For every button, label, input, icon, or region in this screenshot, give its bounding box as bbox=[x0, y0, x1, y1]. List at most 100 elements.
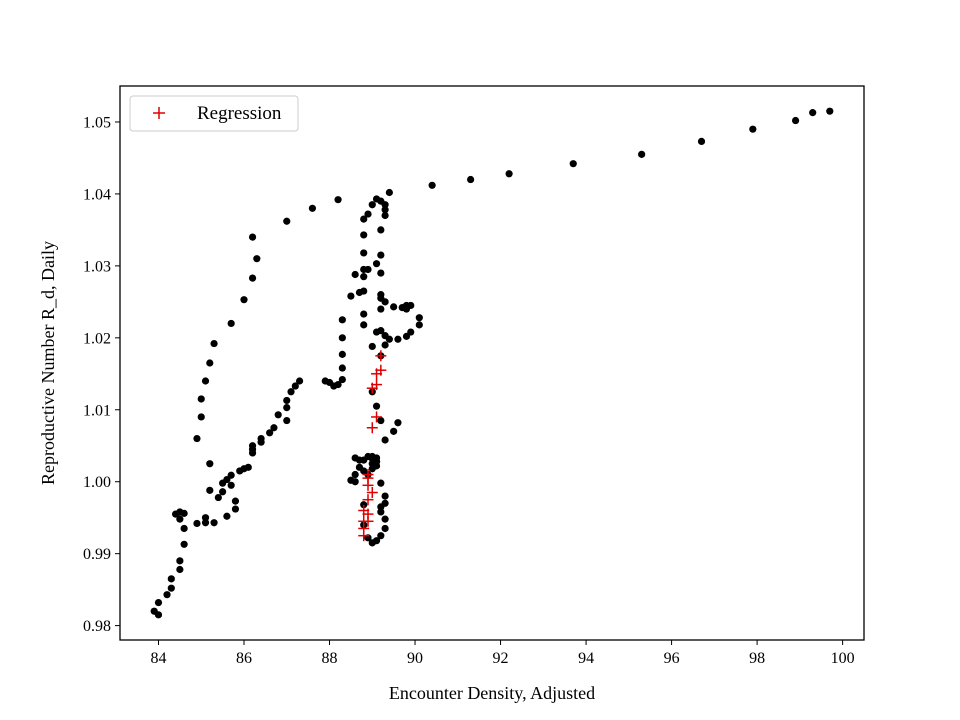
data-point bbox=[377, 503, 385, 511]
plot-area bbox=[150, 107, 834, 619]
data-point bbox=[360, 501, 368, 509]
data-point bbox=[381, 298, 389, 306]
y-tick-label: 1.01 bbox=[83, 402, 111, 419]
data-point bbox=[360, 287, 368, 295]
data-point bbox=[214, 493, 222, 502]
data-point bbox=[368, 465, 376, 473]
data-point bbox=[163, 591, 171, 599]
data-point bbox=[394, 335, 402, 343]
x-tick-label: 92 bbox=[493, 650, 509, 667]
data-point bbox=[180, 509, 188, 517]
legend-regression-label: Regression bbox=[197, 103, 282, 124]
data-point bbox=[253, 255, 261, 263]
data-point bbox=[364, 210, 372, 218]
data-point bbox=[638, 150, 646, 158]
x-axis: 84 86 88 90 92 94 96 98 100 bbox=[150, 640, 855, 667]
data-point bbox=[377, 305, 385, 313]
data-point bbox=[334, 196, 342, 204]
data-point bbox=[248, 233, 257, 241]
data-point bbox=[167, 584, 175, 592]
y-axis: 0.98 0.99 1.00 1.01 1.02 1.03 1.04 1.05 bbox=[83, 114, 120, 635]
regression-point bbox=[366, 487, 378, 499]
data-point bbox=[360, 273, 368, 281]
data-point bbox=[360, 231, 368, 239]
y-tick-label: 0.99 bbox=[83, 546, 111, 563]
data-point bbox=[402, 332, 411, 340]
data-point bbox=[360, 249, 368, 257]
data-point bbox=[809, 109, 817, 117]
data-point bbox=[428, 181, 436, 189]
data-point bbox=[351, 470, 359, 479]
data-point bbox=[231, 505, 240, 513]
regression-point bbox=[358, 504, 370, 516]
data-point bbox=[381, 332, 389, 340]
data-point bbox=[377, 269, 385, 277]
y-tick-label: 1.05 bbox=[83, 114, 111, 131]
data-point bbox=[415, 321, 423, 329]
data-point bbox=[338, 334, 346, 342]
data-point bbox=[176, 565, 184, 574]
data-point bbox=[377, 416, 385, 425]
data-point bbox=[154, 598, 163, 607]
data-point bbox=[360, 265, 368, 274]
regression-point bbox=[362, 469, 374, 481]
series-regression bbox=[358, 350, 387, 542]
data-point bbox=[377, 532, 385, 540]
data-point bbox=[368, 342, 376, 351]
data-point bbox=[201, 514, 210, 522]
data-point bbox=[295, 377, 304, 385]
data-point bbox=[360, 310, 368, 318]
data-point bbox=[697, 137, 706, 145]
data-point bbox=[467, 175, 475, 184]
data-point bbox=[338, 364, 346, 372]
data-point bbox=[372, 402, 381, 410]
data-point bbox=[197, 413, 205, 421]
data-point bbox=[381, 436, 389, 444]
x-tick-label: 100 bbox=[831, 650, 855, 667]
data-point bbox=[377, 479, 385, 487]
data-point bbox=[197, 395, 205, 403]
data-point bbox=[381, 515, 389, 523]
data-point bbox=[227, 481, 235, 489]
regression-point bbox=[375, 350, 387, 362]
data-point bbox=[266, 429, 274, 437]
data-point bbox=[167, 575, 175, 583]
data-point bbox=[407, 301, 415, 310]
legend: Regression bbox=[129, 95, 299, 132]
data-point bbox=[176, 557, 184, 565]
x-tick-label: 86 bbox=[236, 650, 252, 667]
data-point bbox=[377, 327, 385, 335]
data-point bbox=[193, 434, 201, 443]
data-point bbox=[381, 492, 389, 500]
data-point bbox=[360, 215, 368, 223]
data-point bbox=[287, 388, 295, 396]
regression-point bbox=[366, 422, 378, 434]
data-point bbox=[338, 375, 346, 384]
data-point bbox=[180, 540, 188, 548]
series-observed bbox=[150, 107, 834, 619]
data-point bbox=[377, 251, 385, 259]
data-point bbox=[390, 427, 398, 435]
data-point bbox=[206, 460, 214, 468]
legend-box bbox=[129, 95, 299, 132]
data-point bbox=[206, 486, 214, 494]
legend-plus-marker bbox=[153, 107, 165, 119]
data-point bbox=[283, 416, 291, 425]
data-point bbox=[505, 170, 513, 178]
data-point bbox=[377, 508, 385, 516]
data-point bbox=[201, 519, 210, 527]
regression-point bbox=[362, 494, 374, 506]
data-point bbox=[347, 476, 355, 484]
x-tick-label: 84 bbox=[150, 650, 166, 667]
data-point bbox=[283, 396, 291, 405]
data-point bbox=[360, 321, 368, 329]
data-point bbox=[377, 226, 385, 234]
data-point bbox=[385, 188, 393, 197]
data-point bbox=[193, 519, 201, 528]
y-tick-label: 0.98 bbox=[83, 618, 111, 635]
data-point bbox=[210, 519, 218, 527]
data-point bbox=[176, 515, 184, 523]
data-point bbox=[248, 274, 257, 282]
data-point bbox=[415, 314, 423, 322]
data-point bbox=[372, 195, 381, 203]
